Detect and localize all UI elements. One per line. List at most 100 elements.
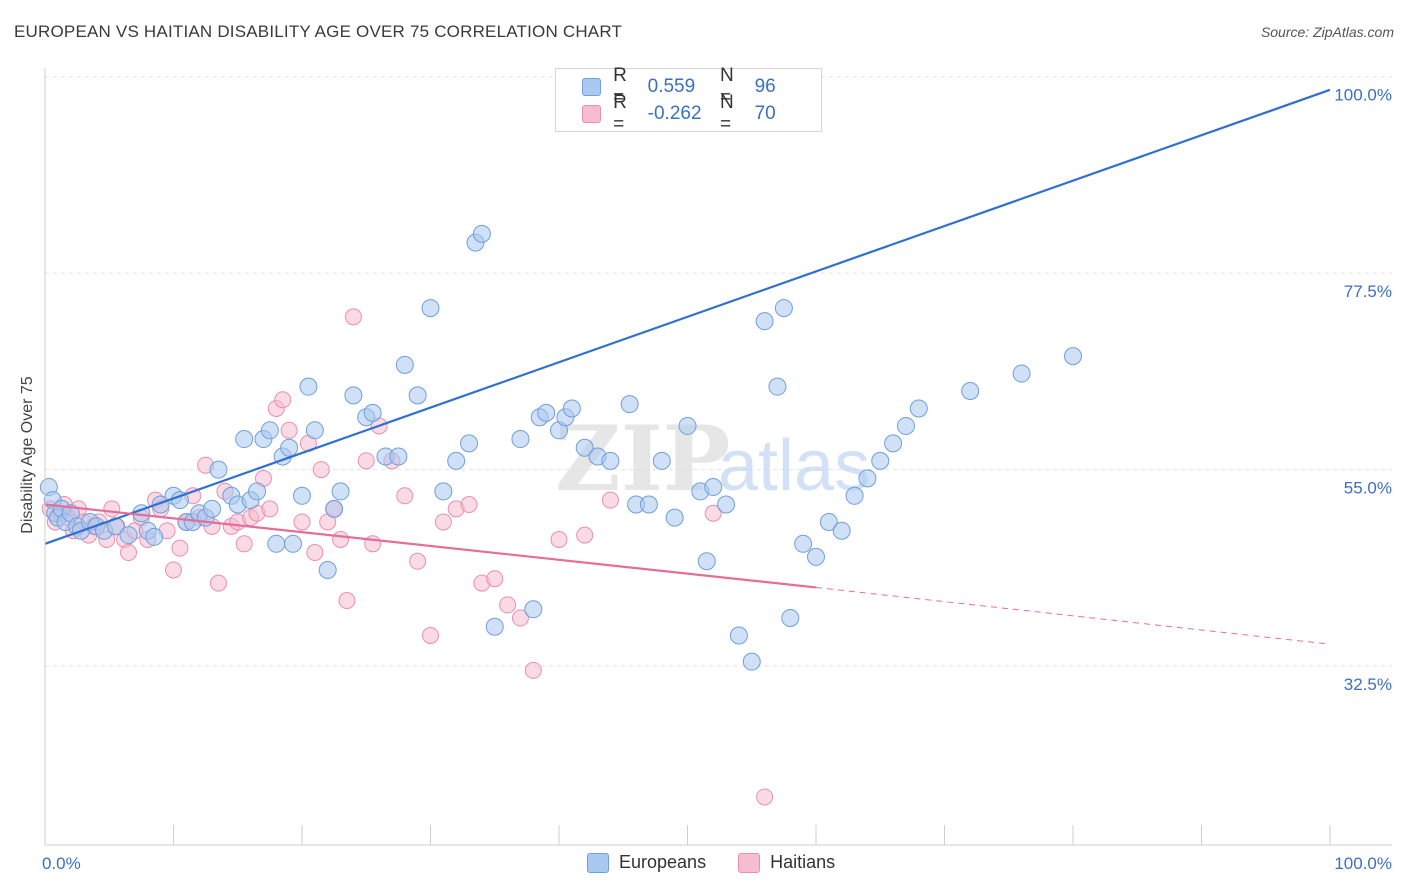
european-point	[858, 469, 877, 488]
haitian-point	[434, 513, 452, 531]
haitian-point	[280, 421, 298, 439]
european-point	[794, 534, 813, 553]
europeans-swatch	[582, 78, 602, 96]
european-point	[421, 299, 440, 318]
european-point	[331, 482, 350, 501]
haitian-point	[756, 788, 774, 806]
legend-row-europeans: R = 0.559 N = 96	[582, 65, 821, 108]
european-point	[832, 521, 851, 540]
european-point	[742, 652, 761, 671]
european-point	[299, 377, 318, 396]
haitian-point	[396, 487, 414, 505]
european-point	[209, 460, 228, 479]
european-point	[704, 478, 723, 497]
haitians-legend-label: Haitians	[770, 852, 836, 872]
r-label: R =	[613, 92, 627, 135]
haitian-point	[550, 530, 568, 548]
y-tick-label: 77.5%	[1344, 282, 1392, 301]
european-point	[755, 312, 774, 331]
european-point	[460, 434, 479, 453]
european-point	[472, 224, 491, 243]
european-point	[318, 560, 337, 579]
european-point	[248, 482, 267, 501]
legend-item-haitians[interactable]: Haitians	[738, 852, 835, 873]
legend-row-haitians: R = -0.262 N = 70	[582, 92, 821, 135]
haitian-point	[332, 530, 350, 548]
haitians-legend-swatch	[738, 852, 761, 873]
haitian-point	[486, 570, 504, 588]
haitian-point	[261, 500, 279, 518]
european-point	[485, 617, 504, 636]
haitian-point	[409, 552, 427, 570]
n-label: N =	[720, 65, 734, 108]
haitian-point	[460, 496, 478, 514]
haitian-point	[499, 596, 517, 614]
haitian-point	[601, 491, 619, 509]
european-point	[807, 547, 825, 566]
european-point	[884, 434, 903, 453]
european-point	[235, 430, 254, 449]
european-point	[909, 399, 928, 418]
y-tick-label: 55.0%	[1344, 479, 1392, 498]
european-point	[601, 451, 620, 470]
european-point	[819, 512, 838, 531]
european-point	[260, 421, 279, 440]
haitian-point	[171, 539, 189, 557]
european-point	[267, 534, 286, 553]
european-point	[665, 508, 684, 527]
haitian-point	[235, 535, 253, 553]
european-point	[678, 416, 697, 435]
y-tick-label: 32.5%	[1344, 675, 1392, 694]
european-point	[408, 386, 427, 405]
european-point	[845, 486, 864, 505]
haitian-point	[524, 661, 542, 679]
haitians-r-value: -0.262	[647, 103, 702, 124]
n-label: N =	[720, 92, 734, 135]
european-point	[768, 377, 787, 396]
haitian-point	[312, 461, 330, 479]
legend-item-europeans[interactable]: Europeans	[587, 852, 706, 873]
europeans-legend-label: Europeans	[619, 852, 707, 872]
haitian-point	[511, 609, 529, 627]
european-point	[781, 609, 800, 628]
haitian-point	[357, 452, 375, 470]
haitian-point	[165, 561, 182, 579]
haitian-point	[103, 500, 121, 518]
europeans-r-value: 0.559	[647, 76, 696, 97]
european-point	[284, 534, 303, 553]
european-point	[1012, 364, 1031, 383]
european-point	[305, 421, 324, 440]
haitian-point	[209, 574, 227, 592]
haitian-point	[338, 592, 356, 610]
european-point	[697, 552, 716, 571]
european-point	[389, 447, 408, 466]
european-point	[447, 451, 466, 470]
haitian-point	[344, 308, 362, 326]
european-point	[562, 399, 581, 418]
european-point	[151, 495, 170, 514]
haitians-swatch	[582, 105, 602, 123]
haitian-point	[306, 544, 324, 562]
haitian-point	[293, 513, 311, 531]
x-tick-label: 0.0%	[42, 854, 81, 873]
european-point	[774, 299, 793, 318]
european-point	[524, 600, 543, 619]
european-point	[717, 495, 736, 514]
european-point	[729, 626, 748, 645]
correlation-legend: R = 0.559 N = 96 R = -0.262 N = 70	[555, 65, 822, 135]
haitian-point	[576, 526, 594, 544]
european-point	[363, 403, 382, 422]
european-point	[119, 526, 138, 545]
european-point	[344, 386, 363, 405]
european-point	[325, 499, 344, 518]
european-point	[961, 382, 980, 401]
european-point	[537, 403, 556, 422]
watermark-atlas: atlas	[718, 426, 870, 506]
r-label: R =	[613, 65, 627, 108]
european-point	[620, 395, 639, 414]
y-tick-label: 100.0%	[1334, 86, 1392, 105]
european-point	[575, 438, 594, 457]
european-point	[280, 438, 299, 457]
haitian-point	[704, 504, 722, 522]
europeans-legend-swatch	[587, 852, 609, 873]
